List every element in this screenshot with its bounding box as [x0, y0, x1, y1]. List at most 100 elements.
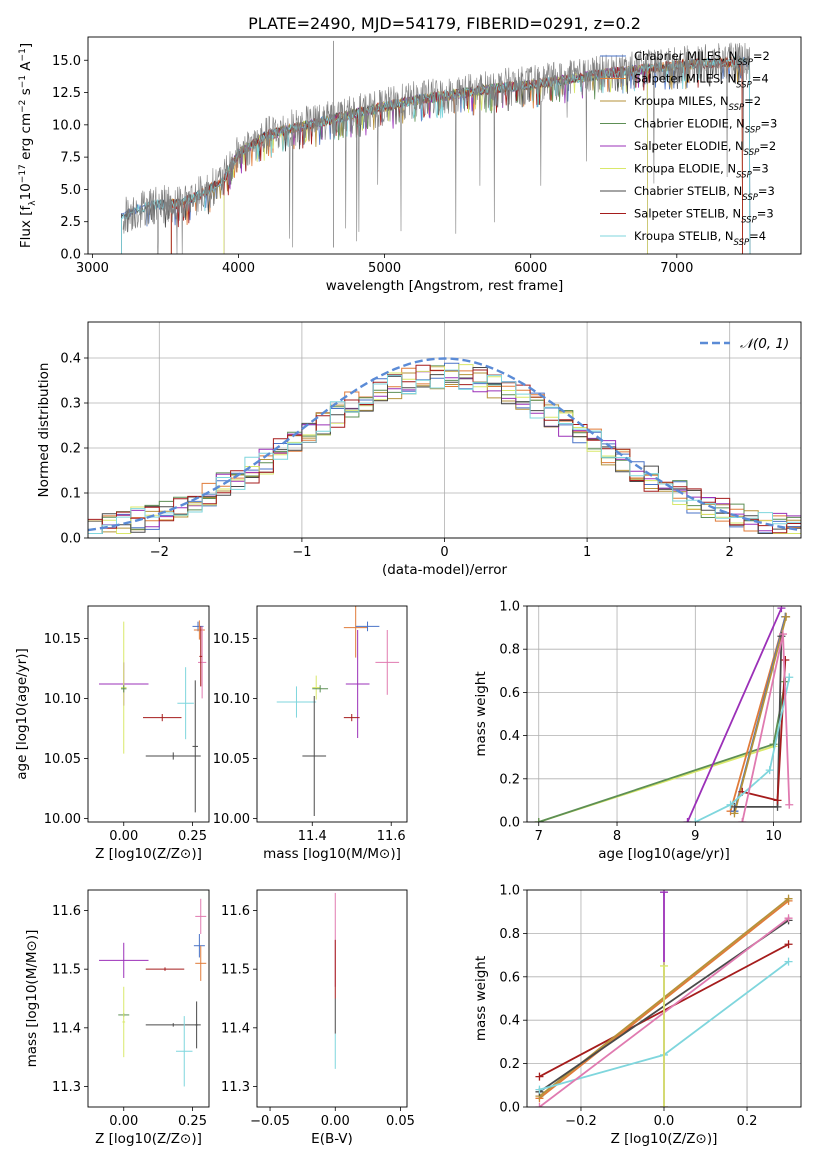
plot-area-4: [534, 606, 794, 822]
y-tick-label: 0.0: [499, 1101, 520, 1116]
data-spectrum-line: [122, 42, 751, 254]
x-tick-label: 0.00: [109, 1114, 138, 1129]
y-tick-label: 10.0: [52, 118, 81, 133]
legend-entry-part: Salpeter ELODIE, N: [634, 139, 744, 153]
legend-entry-part: Salpeter STELIB, N: [634, 207, 741, 221]
x-tick-label: 6000: [514, 261, 547, 276]
x-tick-label: 0.00: [109, 829, 138, 844]
legend-entry-part: =3: [757, 207, 774, 221]
legend-entry-part: Chabrier ELODIE, N: [634, 117, 745, 131]
legend-entry-part: SSP: [744, 148, 760, 158]
mass-weight-marker: [738, 818, 747, 822]
y-axis-label-part: ]: [18, 43, 34, 48]
legend-entry-part: =4: [749, 229, 766, 243]
y-axis-label-part: Flux [f: [18, 204, 34, 248]
y-axis-label-part: −1: [18, 48, 28, 61]
mass-weight-marker: [785, 673, 794, 682]
frame-7: [526, 889, 802, 1108]
legend-entry-part: SSP: [729, 103, 745, 113]
y-tick-label: 0.8: [499, 643, 520, 658]
plot-area-2: [99, 620, 207, 813]
mass-weight-marker: [784, 894, 793, 903]
x-tick-label: 0.25: [178, 1114, 207, 1129]
y-tick-label: 0.0: [499, 816, 520, 831]
x-tick-label: 11.4: [298, 829, 327, 844]
y-axis-label-part: λ: [28, 200, 38, 206]
x-tick-label: 0.2: [737, 1114, 758, 1129]
frame-6: [256, 889, 408, 1108]
y-tick-label: 0.2: [499, 772, 520, 787]
x-axis-label: wavelength [Angstrom, rest frame]: [326, 278, 564, 294]
plot-area-3: [276, 606, 400, 816]
x-axis-label: Z [log10(Z/Z⊙)]: [95, 1131, 202, 1147]
x-tick-label: 11.6: [377, 829, 406, 844]
y-tick-label: 10.15: [44, 632, 81, 647]
model-spectrum-line: [223, 63, 648, 254]
legend-entry-part: =2: [744, 94, 761, 108]
legend-gaussian-label: 𝒩(0, 1): [740, 336, 789, 352]
legend-entry-part: Chabrier MILES, N: [634, 49, 737, 63]
y-tick-label: 0.4: [499, 729, 520, 744]
y-tick-label: 10.00: [213, 812, 250, 827]
plot-area-7: [535, 890, 793, 1107]
y-axis-label-part: A: [18, 61, 34, 75]
x-tick-label: 7000: [660, 261, 693, 276]
legend-entry-part: =2: [753, 49, 770, 63]
frame-0: [87, 36, 802, 255]
x-tick-label: 7: [535, 829, 543, 844]
axes-6: −0.05 0.00 0.05 11.3 11.4 11.5 11.6: [221, 904, 415, 1129]
y-tick-label: 11.6: [52, 904, 81, 919]
y-tick-label: 10.05: [44, 752, 81, 767]
mass-weight-marker: [777, 606, 786, 613]
y-tick-label: 2.5: [60, 215, 81, 230]
x-tick-label: 5000: [368, 261, 401, 276]
mass-weight-marker: [691, 818, 700, 822]
y-tick-label: 7.5: [60, 151, 81, 166]
gaussian-curve: [88, 357, 801, 532]
frame-3: [256, 605, 408, 823]
y-tick-label: 0.2: [499, 1057, 520, 1072]
residual-histogram-step: [88, 369, 801, 534]
legend-entry-part: =3: [758, 184, 775, 198]
legend-entry-part: SSP: [736, 81, 752, 91]
axes-5: 0.00 0.25 11.3 11.4 11.5 11.6: [52, 904, 207, 1129]
frame-4: [526, 605, 802, 823]
legend-entry-part: SSP: [737, 58, 753, 68]
x-axis-label: Z [log10(Z/Z⊙)]: [611, 1131, 718, 1147]
legend-entry-part: Kroupa MILES, N: [634, 94, 729, 108]
y-axis-label: Normed distribution: [36, 363, 52, 498]
frame-2: [87, 605, 210, 823]
mass-weight-marker: [535, 1072, 544, 1081]
frame-5: [87, 889, 210, 1108]
y-tick-label: 0.8: [499, 927, 520, 942]
mass-weight-marker: [784, 940, 793, 949]
y-tick-label: 11.4: [52, 1021, 81, 1036]
legend-entry-part: SSP: [736, 171, 752, 181]
y-tick-label: 11.5: [221, 963, 250, 978]
y-tick-label: 0.6: [499, 686, 520, 701]
x-tick-label: 0: [440, 545, 448, 560]
x-axis-label: age [log10(age/yr)]: [598, 846, 730, 862]
x-tick-label: 2: [726, 545, 734, 560]
x-tick-label: −2: [150, 545, 169, 560]
y-axis-label-part: 10: [18, 183, 34, 200]
legend-entry: Chabrier ELODIE, NSSP=3: [634, 117, 777, 136]
y-axis-label-part: erg cm: [18, 113, 34, 164]
y-tick-label: 10.00: [44, 812, 81, 827]
y-tick-label: 11.6: [221, 904, 250, 919]
mass-weight-marker: [765, 766, 774, 775]
mass-weight-marker: [683, 818, 692, 822]
y-axis-label: age [log10(age/yr)]: [14, 648, 30, 780]
y-axis-label-part: −2: [18, 100, 28, 113]
x-tick-label: −0.2: [565, 1114, 597, 1129]
mass-weight-marker: [534, 818, 543, 822]
y-axis-label: mass weight: [473, 671, 489, 756]
mass-weight-line: [538, 681, 787, 822]
legend-entry-part: SSP: [745, 126, 761, 136]
mass-weight-line: [686, 607, 783, 822]
legend-entry: Chabrier MILES, NSSP=2: [634, 49, 770, 68]
y-tick-label: 10.10: [44, 692, 81, 707]
mass-weight-marker: [726, 800, 735, 809]
mass-weight-marker: [535, 1103, 544, 1107]
